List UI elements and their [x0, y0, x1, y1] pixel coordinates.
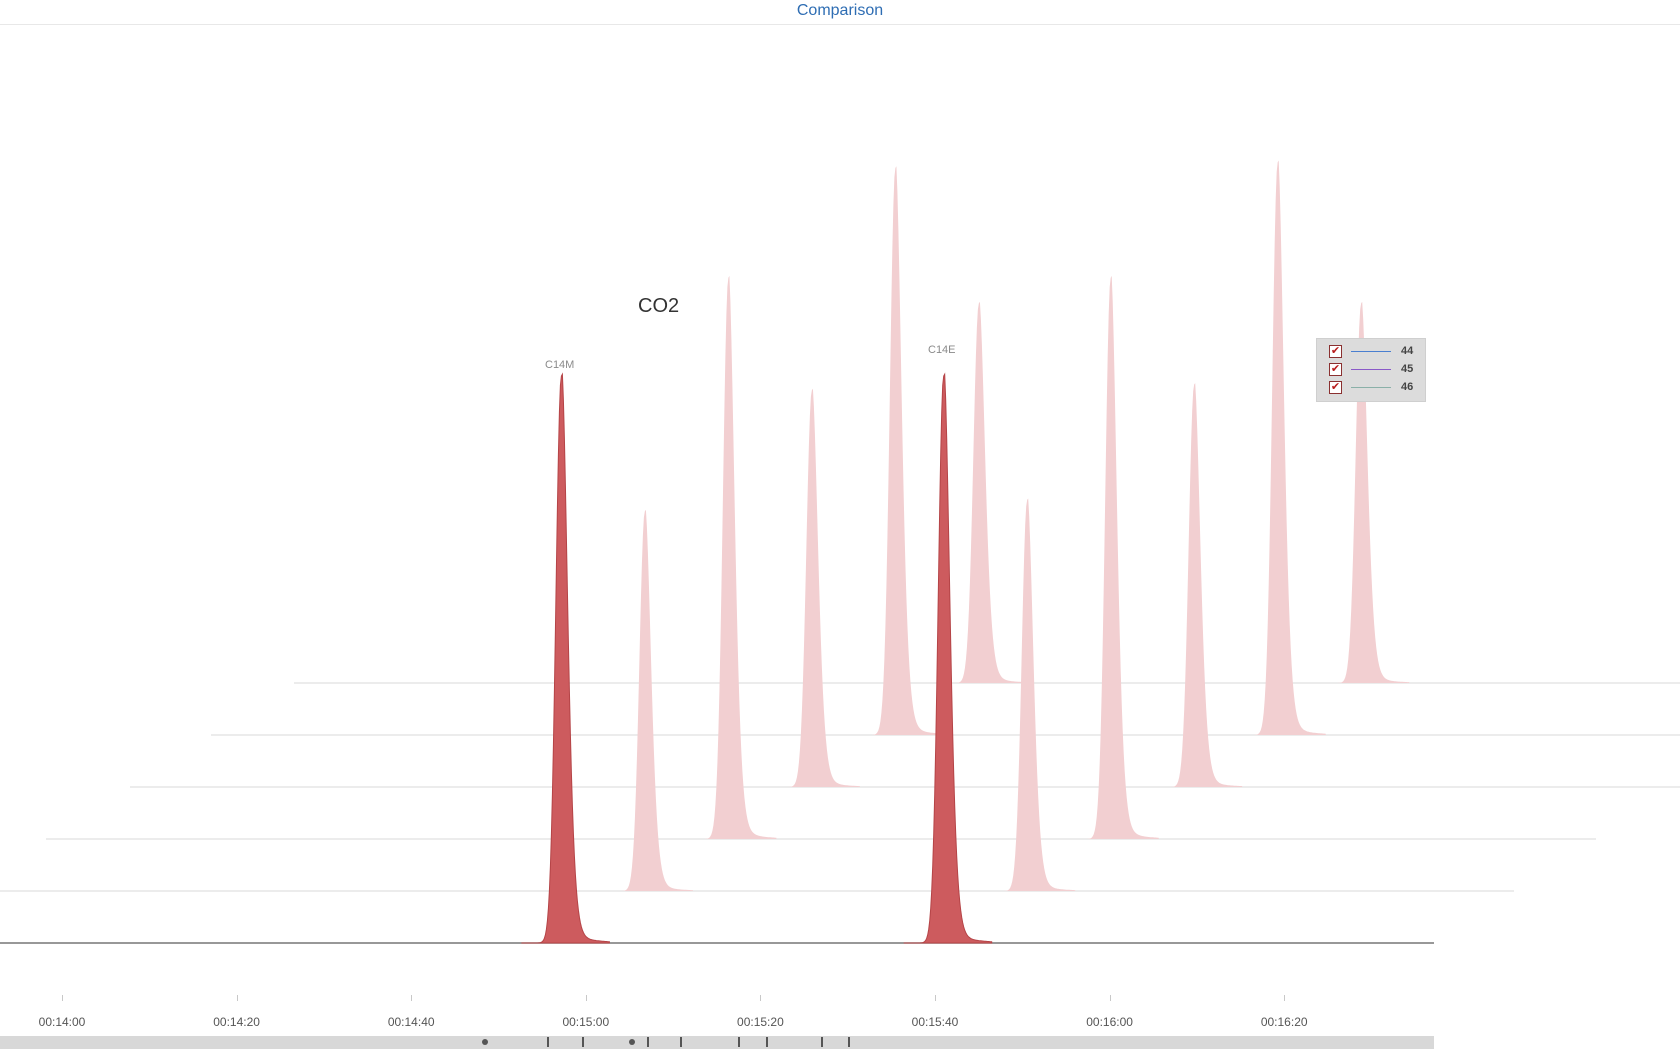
x-tick [760, 995, 762, 1001]
peak-1-0 [604, 509, 693, 891]
x-tick [236, 995, 238, 1001]
scroll-marker [766, 1037, 768, 1047]
peak-3-1 [1154, 383, 1243, 787]
legend-item-46[interactable]: ✔ 46 [1317, 379, 1427, 397]
peak-4-1 [1237, 160, 1326, 735]
trace-3 [130, 383, 1680, 788]
x-tick-label: 00:16:00 [1086, 1015, 1133, 1029]
peak-3-0 [771, 388, 860, 787]
x-tick [411, 995, 413, 1001]
legend-label-45: 45 [1401, 363, 1414, 375]
x-tick-label: 00:16:20 [1260, 1015, 1308, 1029]
peak-label-c14m: C14M [545, 359, 575, 371]
x-tick-label: 00:15:40 [911, 1015, 959, 1029]
legend-line-46 [1351, 387, 1391, 388]
peak-4-0 [855, 166, 944, 735]
x-tick [62, 995, 63, 1001]
peak-2-0 [688, 275, 777, 839]
tab-comparison[interactable]: Comparison [796, 2, 884, 19]
legend-line-44 [1351, 351, 1391, 352]
chart-title: CO2 [638, 295, 680, 317]
peak-1-1 [987, 498, 1076, 891]
x-axis: 00:14:00 00:14:20 00:14:40 00:15:00 00:15:20… [0, 995, 1680, 1029]
scroll-marker [848, 1037, 850, 1047]
header-bar: Comparison [0, 0, 1680, 25]
peak-2-1 [1070, 275, 1159, 839]
checkbox-checked-icon[interactable]: ✔ [1329, 345, 1342, 358]
scroll-marker [680, 1037, 682, 1047]
x-tick-label: 00:15:00 [562, 1015, 610, 1029]
legend-item-44[interactable]: ✔ 44 [1317, 343, 1427, 361]
legend-item-45[interactable]: ✔ 45 [1317, 361, 1427, 379]
trace-2 [46, 275, 1596, 840]
peak-0-1 [903, 372, 993, 944]
trace-0 [0, 372, 1434, 944]
peak-0-0 [521, 372, 610, 944]
x-tick-label: 00:14:00 [38, 1015, 86, 1029]
peak-5-0 [938, 301, 1027, 683]
scroll-marker [629, 1039, 635, 1045]
scroll-marker [738, 1037, 740, 1047]
x-tick-label: 00:15:20 [737, 1015, 784, 1029]
checkbox-checked-icon[interactable]: ✔ [1329, 381, 1342, 394]
x-tick [1284, 995, 1286, 1001]
peak-5-1 [1321, 301, 1410, 683]
legend-line-45 [1351, 369, 1391, 370]
x-tick [1109, 995, 1111, 1001]
scroll-marker [821, 1037, 823, 1047]
scroll-marker [647, 1037, 649, 1047]
legend-label-44: 44 [1401, 345, 1414, 357]
checkbox-checked-icon[interactable]: ✔ [1329, 363, 1342, 376]
x-tick-label: 00:14:40 [387, 1015, 435, 1029]
legend-label-46: 46 [1401, 381, 1414, 393]
trace-1 [0, 498, 1514, 892]
legend: ✔ 44 ✔ 45 ✔ 46 [1316, 338, 1426, 402]
scroll-marker [482, 1039, 488, 1045]
trace-5 [294, 301, 1680, 684]
scroll-marker [582, 1037, 584, 1047]
x-tick-label: 00:14:20 [213, 1015, 260, 1029]
scroll-marker [547, 1037, 549, 1047]
x-tick [935, 995, 936, 1001]
peak-label-c14e: C14E [928, 344, 956, 356]
x-tick [585, 995, 587, 1001]
time-range-scrollbar[interactable] [0, 1036, 1434, 1049]
